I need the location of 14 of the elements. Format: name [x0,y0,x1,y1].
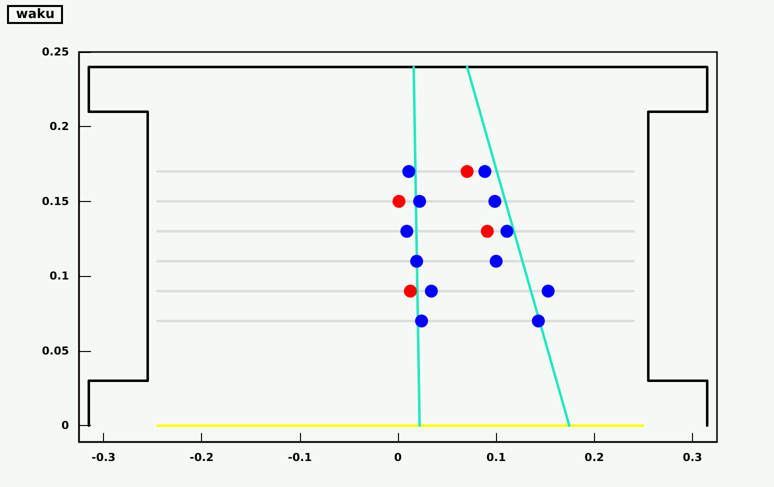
x-tick-label: -0.3 [92,451,116,464]
y-tick-label: 0.1 [50,270,69,283]
x-tick-label: 0 [394,451,402,464]
y-tick-label: 0.05 [42,344,69,358]
y-tick-label: 0.25 [42,46,69,58]
x-tick-label: 0.3 [682,451,702,464]
chart-title: waku [16,7,55,22]
x-tick-label: -0.2 [190,451,214,464]
x-tick-label: -0.1 [288,451,312,464]
y-tick-label: 0.15 [42,194,69,208]
y-tick-label: 0.2 [50,120,69,134]
y-tick-label: 0 [61,419,70,432]
x-tick-label: 0.2 [584,451,604,464]
x-tick-label: 0.1 [486,451,506,464]
